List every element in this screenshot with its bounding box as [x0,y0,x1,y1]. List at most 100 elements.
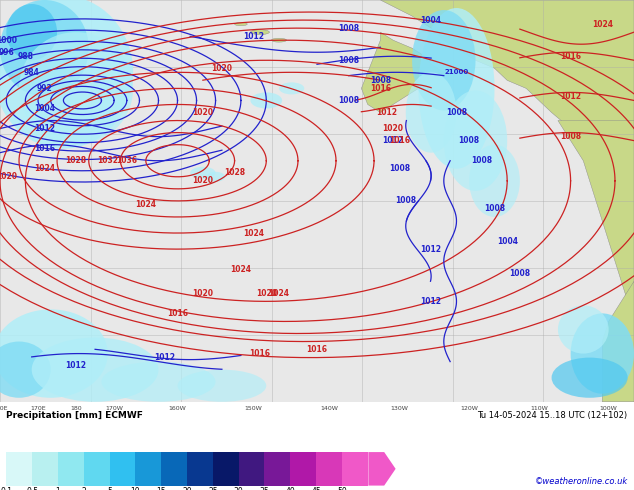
Ellipse shape [190,167,216,179]
Text: 1024: 1024 [230,265,252,274]
Text: 30: 30 [234,488,243,490]
Ellipse shape [279,82,304,95]
Text: 1016: 1016 [560,52,581,61]
Polygon shape [558,121,634,321]
Text: 1: 1 [56,488,60,490]
Ellipse shape [206,172,225,182]
Ellipse shape [0,0,89,97]
Text: 10: 10 [131,488,140,490]
Text: 1012: 1012 [65,361,87,370]
Text: 1004: 1004 [34,104,55,113]
Text: 1036: 1036 [116,156,138,165]
Ellipse shape [406,73,456,153]
Text: 25: 25 [208,488,217,490]
Ellipse shape [412,10,476,111]
Text: 1016: 1016 [389,136,410,145]
Text: 1024: 1024 [243,228,264,238]
Text: 110W: 110W [530,406,548,411]
Text: 1032: 1032 [97,156,119,165]
Ellipse shape [558,305,609,354]
Text: 1024: 1024 [592,20,613,28]
Text: 1012: 1012 [420,245,442,254]
Bar [136,452,161,486]
Ellipse shape [418,8,495,169]
Text: 35: 35 [259,488,269,490]
Text: 1012: 1012 [154,353,176,362]
Ellipse shape [469,145,520,217]
Text: 1016: 1016 [306,345,328,354]
Text: 1020: 1020 [192,108,214,117]
Ellipse shape [250,93,282,108]
Ellipse shape [101,362,216,402]
Text: 1012: 1012 [420,297,442,306]
Text: 1012: 1012 [243,32,264,41]
Bar [58,452,84,486]
Text: 1008: 1008 [395,196,417,205]
Ellipse shape [0,342,51,398]
Bar [238,452,264,486]
Text: 1008: 1008 [446,108,467,117]
Text: 150W: 150W [245,406,262,411]
Ellipse shape [178,369,266,402]
Bar [84,452,110,486]
Text: 1012: 1012 [382,136,404,145]
Ellipse shape [444,90,507,191]
Polygon shape [361,32,444,113]
Text: 20: 20 [182,488,192,490]
Ellipse shape [552,358,628,398]
Bar [32,452,58,486]
Text: 0.1: 0.1 [1,488,12,490]
Bar [213,452,238,486]
Text: 180E: 180E [0,406,8,411]
Text: 50: 50 [337,488,347,490]
Bar [110,452,136,486]
Text: 1008: 1008 [370,76,391,85]
Text: 1008: 1008 [458,136,480,145]
Text: 160W: 160W [169,406,186,411]
Ellipse shape [19,32,133,145]
FancyArrow shape [368,452,396,486]
Text: 1020: 1020 [256,289,277,298]
Text: 1020: 1020 [192,289,214,298]
Polygon shape [602,281,634,402]
Text: 140W: 140W [321,406,339,411]
Text: 1008: 1008 [338,96,359,105]
Text: ©weatheronline.co.uk: ©weatheronline.co.uk [534,477,628,486]
Bar [264,452,290,486]
Ellipse shape [250,30,269,35]
Text: 1008: 1008 [471,156,493,165]
Bar [161,452,187,486]
Ellipse shape [0,309,108,398]
Polygon shape [380,0,634,201]
Text: 40: 40 [285,488,295,490]
Text: 2: 2 [81,488,86,490]
Bar [342,452,368,486]
Text: 1020: 1020 [382,124,404,133]
Text: 996: 996 [0,48,14,57]
Text: 1024: 1024 [268,289,290,298]
Text: 1028: 1028 [65,156,87,165]
Text: 45: 45 [311,488,321,490]
Ellipse shape [571,314,634,394]
Text: 1004: 1004 [420,16,442,24]
Text: 15: 15 [157,488,166,490]
Ellipse shape [235,23,247,25]
Text: 1008: 1008 [560,132,581,141]
Text: 1008: 1008 [484,204,505,214]
Text: 1008: 1008 [338,24,359,33]
Text: 1008: 1008 [509,269,531,278]
Ellipse shape [6,4,57,60]
Text: 1024: 1024 [135,200,157,209]
Text: 988: 988 [17,52,34,61]
Text: 1020: 1020 [192,176,214,185]
Text: 1012: 1012 [34,124,55,133]
Text: 21000: 21000 [444,69,469,75]
Text: 170E: 170E [30,406,46,411]
Text: 984: 984 [23,68,40,77]
Text: 130W: 130W [391,406,408,411]
Text: 1012: 1012 [560,92,581,101]
Text: 1016: 1016 [370,84,391,93]
Text: Tu 14-05-2024 15..18 UTC (12+102): Tu 14-05-2024 15..18 UTC (12+102) [477,411,628,419]
Ellipse shape [0,0,133,148]
Bar [316,452,342,486]
